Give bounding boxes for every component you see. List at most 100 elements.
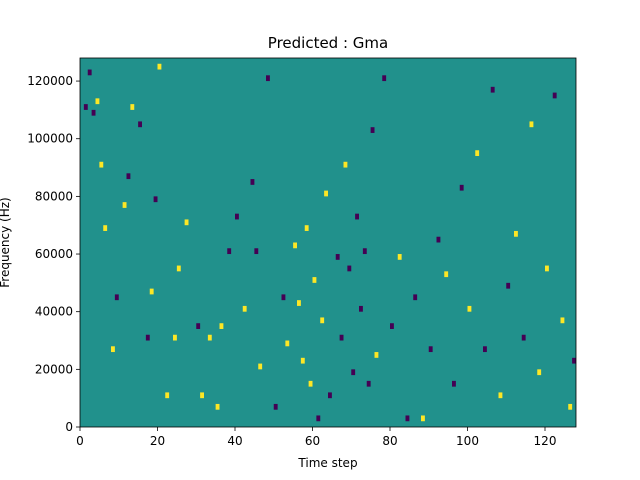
heatmap-cell: [176, 265, 181, 272]
heatmap-cell: [293, 242, 297, 249]
heatmap-cell: [215, 403, 220, 410]
heatmap-cell: [366, 380, 371, 387]
heatmap-cell: [145, 334, 150, 341]
heatmap-cell: [184, 219, 189, 226]
x-tick-label: 0: [76, 434, 84, 448]
chart-title: Predicted : Gma: [268, 34, 388, 52]
heatmap-cell: [552, 92, 557, 99]
heatmap-cell: [335, 254, 340, 260]
heatmap-cell: [312, 277, 317, 283]
heatmap-cell: [421, 415, 425, 422]
heatmap-cell: [122, 202, 127, 208]
heatmap-cell: [227, 248, 232, 255]
heatmap-cell: [254, 248, 259, 255]
heatmap-cell: [153, 196, 158, 203]
heatmap-cell: [436, 236, 441, 243]
heatmap-cell: [452, 380, 456, 387]
heatmap-cell: [258, 363, 263, 370]
heatmap-cell: [149, 288, 154, 295]
heatmap-cell: [316, 415, 321, 422]
heatmap-cell: [200, 392, 204, 399]
heatmap-cell: [359, 305, 363, 312]
heatmap-cell: [207, 334, 212, 341]
heatmap-cell: [545, 265, 549, 272]
heatmap-cell: [490, 86, 495, 93]
x-tick-label: 20: [150, 434, 165, 448]
heatmap-cell: [382, 75, 387, 82]
heatmap-cell: [459, 184, 464, 191]
heatmap-cell: [405, 415, 410, 422]
heatmap-cell: [343, 161, 348, 168]
heatmap-cell: [498, 392, 503, 399]
heatmap-cell: [467, 305, 472, 312]
x-tick-label: 100: [456, 434, 479, 448]
heatmap-cell: [444, 271, 449, 278]
x-axis-label: Time step: [297, 456, 357, 470]
plot-area: [79, 57, 577, 428]
x-axis: 0 20 40 60 80 100 120: [76, 427, 556, 448]
heatmap-cell: [273, 403, 278, 410]
heatmap-cell: [83, 104, 88, 110]
y-tick-label: 60000: [35, 247, 73, 261]
x-tick-label: 60: [305, 434, 320, 448]
heatmap-cell: [347, 265, 352, 272]
heatmap-cell: [157, 63, 162, 70]
heatmap-cell: [308, 380, 313, 387]
y-tick-label: 20000: [35, 362, 73, 376]
heatmap-cell: [126, 173, 131, 180]
y-tick-label: 100000: [27, 132, 73, 146]
heatmap-cell: [351, 369, 356, 376]
heatmap-cell: [266, 75, 270, 82]
heatmap-cell: [506, 282, 511, 289]
heatmap-cell: [355, 213, 359, 220]
heatmap-cell: [281, 294, 286, 301]
heatmap-cell: [572, 357, 576, 364]
heatmap-cell: [339, 334, 344, 341]
heatmap-cell: [374, 352, 379, 358]
heatmap-cell: [397, 254, 402, 260]
heatmap-cell: [413, 294, 418, 301]
heatmap-cell: [91, 109, 96, 116]
heatmap-cell: [173, 334, 177, 341]
x-tick-label: 40: [227, 434, 242, 448]
heatmap-cell: [114, 294, 119, 301]
y-tick-label: 120000: [27, 74, 73, 88]
y-tick-label: 40000: [35, 305, 73, 319]
heatmap-cell: [568, 403, 573, 410]
heatmap-cell: [103, 225, 108, 231]
heatmap-cell: [370, 127, 375, 133]
heatmap-cell: [87, 69, 92, 76]
heatmap-cell: [514, 230, 518, 237]
heatmap-cell: [130, 104, 135, 110]
heatmap-cell: [362, 248, 367, 255]
heatmap-background: [80, 58, 576, 427]
heatmap-cell: [219, 323, 224, 329]
heatmap-cell: [304, 225, 309, 231]
heatmap-cell: [320, 317, 325, 324]
heatmap-cell: [300, 357, 305, 364]
x-tick-label: 120: [534, 434, 557, 448]
heatmap-cell: [537, 369, 542, 376]
heatmap-cell: [95, 98, 100, 105]
heatmap-cell: [428, 346, 433, 353]
heatmap-cell: [165, 392, 170, 399]
heatmap-cell: [297, 300, 301, 306]
heatmap-cell: [390, 323, 394, 329]
y-tick-label: 80000: [35, 189, 73, 203]
heatmap-cell: [196, 323, 201, 329]
y-axis-label: Frequency (Hz): [0, 197, 12, 288]
heatmap-cell: [235, 213, 239, 220]
heatmap-cell: [285, 340, 290, 347]
heatmap-cell: [529, 121, 534, 128]
heatmap-cell: [521, 334, 526, 341]
y-axis: 0 20000 40000 60000 80000 100000 120000: [27, 74, 80, 434]
heatmap-cell: [483, 346, 487, 353]
y-tick-label: 0: [65, 420, 73, 434]
heatmap-cell: [111, 346, 115, 353]
heatmap-cell: [250, 179, 255, 185]
heatmap-cell: [560, 317, 565, 324]
heatmap-cell: [138, 121, 142, 128]
heatmap-cell: [324, 190, 328, 197]
heatmap-cell: [99, 161, 104, 168]
